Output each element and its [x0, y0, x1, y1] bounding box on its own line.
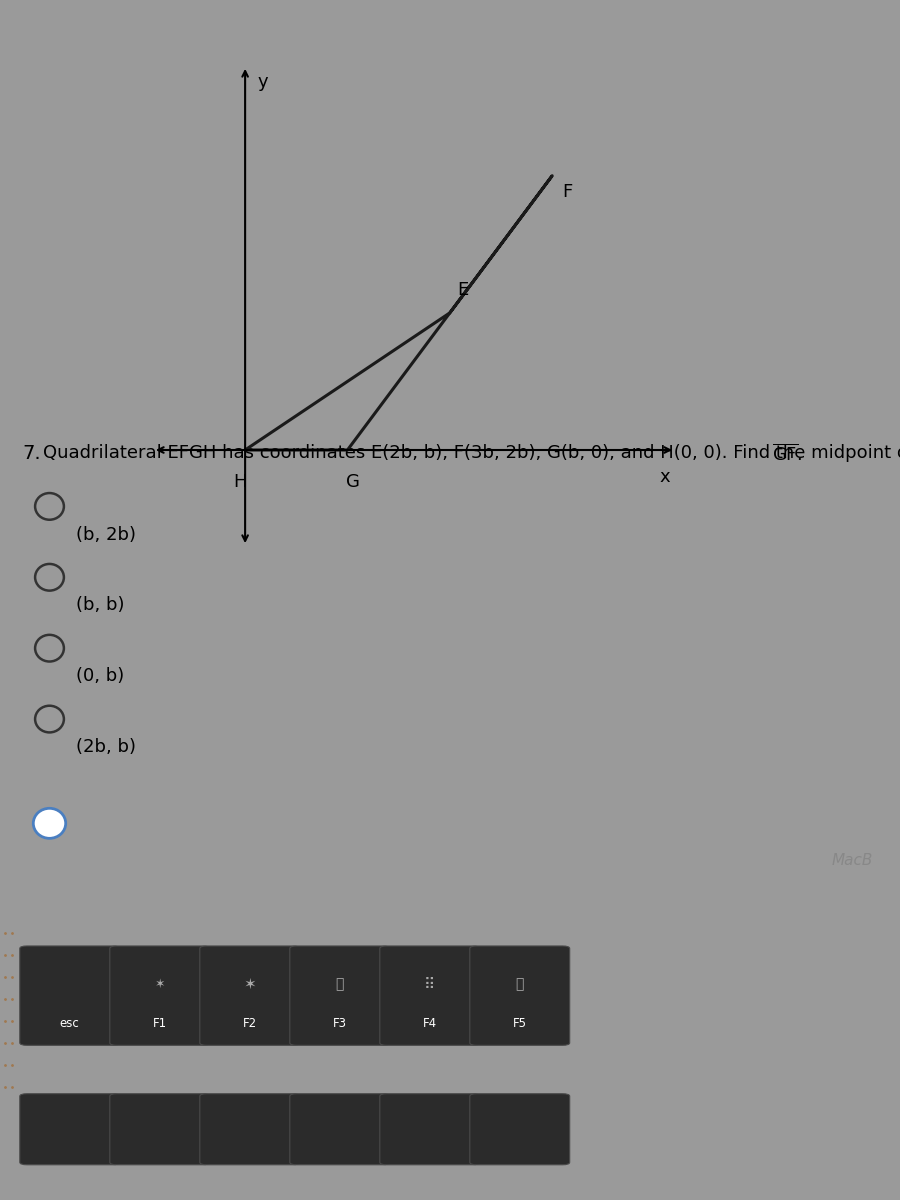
Text: F: F	[562, 182, 572, 200]
FancyBboxPatch shape	[470, 946, 570, 1045]
Text: E: E	[457, 281, 468, 299]
FancyBboxPatch shape	[110, 1093, 210, 1165]
Text: (b, 2b): (b, 2b)	[76, 526, 137, 544]
FancyBboxPatch shape	[20, 1093, 120, 1165]
FancyBboxPatch shape	[20, 946, 120, 1045]
FancyBboxPatch shape	[110, 946, 210, 1045]
Text: ✶: ✶	[243, 977, 256, 992]
Text: esc: esc	[60, 1018, 79, 1031]
Circle shape	[33, 809, 66, 839]
Text: (b, b): (b, b)	[76, 596, 125, 614]
Text: ⌗: ⌗	[516, 977, 524, 991]
Text: F1: F1	[153, 1018, 166, 1031]
Text: y: y	[257, 73, 268, 91]
Text: Quadrilateral EFGH has coordinates E(2b, b), F(3b, 2b), G(b, 0), and H(0, 0). Fi: Quadrilateral EFGH has coordinates E(2b,…	[43, 444, 900, 462]
Text: x: x	[660, 468, 670, 486]
Text: ✶: ✶	[155, 978, 165, 991]
Text: MacB: MacB	[832, 853, 873, 868]
Text: $\overline{\mathrm{GF}}$.: $\overline{\mathrm{GF}}$.	[772, 444, 802, 466]
Text: 7.: 7.	[22, 444, 41, 463]
Text: F2: F2	[243, 1018, 256, 1031]
Text: (2b, b): (2b, b)	[76, 738, 137, 756]
FancyBboxPatch shape	[380, 946, 480, 1045]
Text: F3: F3	[333, 1018, 346, 1031]
Text: (0, b): (0, b)	[76, 667, 125, 685]
FancyBboxPatch shape	[200, 1093, 300, 1165]
FancyBboxPatch shape	[290, 946, 390, 1045]
FancyBboxPatch shape	[200, 946, 300, 1045]
Text: G: G	[346, 473, 359, 491]
Text: ⧉: ⧉	[336, 977, 344, 991]
Text: H: H	[233, 473, 247, 491]
Text: F4: F4	[423, 1018, 436, 1031]
Text: F5: F5	[513, 1018, 526, 1031]
Text: ⠿: ⠿	[424, 977, 436, 992]
FancyBboxPatch shape	[380, 1093, 480, 1165]
FancyBboxPatch shape	[470, 1093, 570, 1165]
FancyBboxPatch shape	[290, 1093, 390, 1165]
